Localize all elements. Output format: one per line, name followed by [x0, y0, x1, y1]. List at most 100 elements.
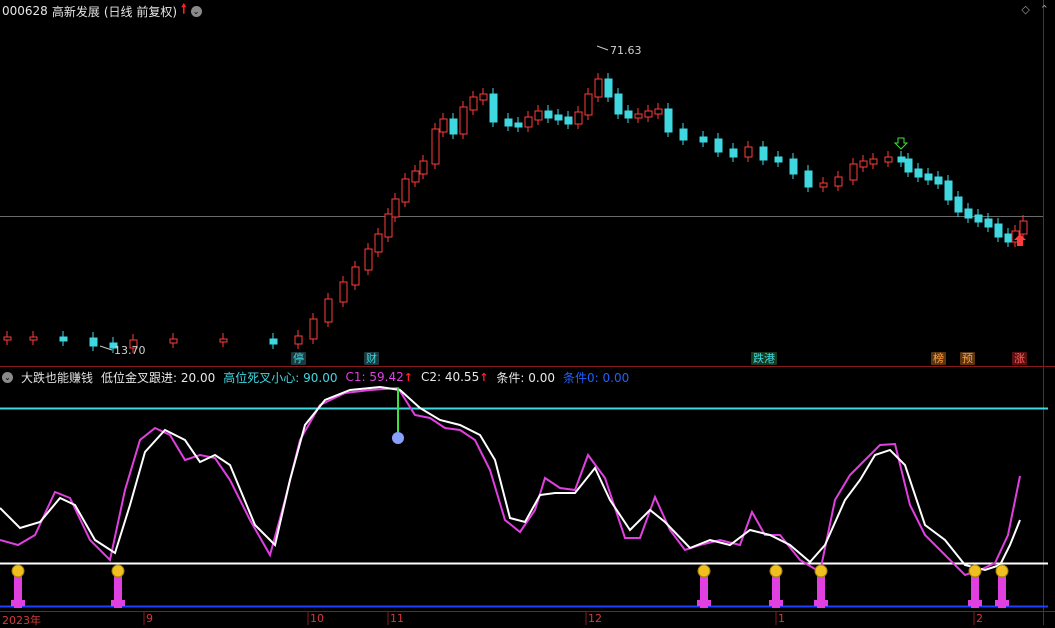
candle-body [759, 146, 768, 161]
period-label[interactable]: (日线 前复权) [103, 4, 178, 19]
indicator-cond0-field: 条件0: 0.00 [563, 369, 629, 386]
buy-signal-bar [817, 576, 825, 608]
candle-body [924, 173, 933, 181]
candle-body [3, 336, 12, 341]
c1-line [0, 386, 1021, 577]
indicator-cond-field: 条件: 0.00 [496, 369, 555, 386]
candle-body [849, 163, 858, 181]
candle-body [351, 266, 360, 286]
high-marker [596, 45, 609, 51]
candle-body [524, 116, 533, 128]
candle-body [29, 336, 38, 341]
buy-signal-base [968, 600, 982, 606]
indicator-header: ⌄ 大跌也能赚钱 低位金叉跟进: 20.00 高位死叉小心: 90.00 C1:… [2, 369, 629, 385]
time-label-1: 1 [778, 612, 785, 625]
low-marker [99, 345, 113, 351]
cond-label: 条件: [496, 370, 525, 385]
chart-title-bar: 000628 高新发展 (日线 前复权) 🠕 ⌄ [2, 2, 202, 19]
high-value: 90.00 [303, 370, 338, 385]
low-label: 低位金叉跟进: [101, 370, 178, 385]
buy-signal-bar [14, 576, 22, 608]
candle-body [1004, 233, 1013, 243]
cond0-label: 条件0: [563, 370, 599, 385]
event-tag-forecast[interactable]: 预 [960, 352, 975, 365]
indicator-panel [0, 385, 1048, 608]
candle-body [439, 118, 448, 133]
chevron-up-icon[interactable]: ⌃ [1039, 3, 1049, 16]
candle-body [934, 176, 943, 185]
event-tag-finance[interactable]: 财 [364, 352, 379, 365]
candle-body [514, 122, 523, 128]
candle-body [604, 78, 613, 98]
candle-body [269, 338, 278, 345]
candle-body [897, 156, 906, 163]
candle-body [624, 110, 633, 119]
indicator-c2-field: C2: 40.55↑ [421, 370, 488, 384]
buy-signal-base [995, 600, 1009, 606]
candle-body [964, 208, 973, 219]
event-tag-halt[interactable]: 停 [291, 352, 306, 365]
candle-body [954, 196, 963, 213]
stock-code: 000628 [2, 4, 48, 18]
smile-face-icon [968, 564, 982, 578]
diamond-icon[interactable]: ◇ [1021, 3, 1030, 16]
time-label-10: 10 [310, 612, 324, 625]
candle-body [644, 110, 653, 118]
chevron-down-icon[interactable]: ⌄ [190, 5, 202, 17]
event-tag-list[interactable]: 榜 [931, 352, 946, 365]
candle-body [219, 338, 228, 343]
buy-signal-bar [772, 576, 780, 608]
stock-name: 高新发展 [51, 4, 100, 19]
candle-body [634, 113, 643, 119]
smile-face-icon [111, 564, 125, 578]
buy-signal-base [814, 600, 828, 606]
candle-body [59, 336, 68, 342]
candle-body [914, 168, 923, 178]
candle-body [384, 213, 393, 238]
candle-body [699, 136, 708, 143]
down-arrow-icon [893, 137, 909, 150]
up-arrow-icon: ↑ [479, 371, 489, 384]
smile-face-icon [697, 564, 711, 578]
candle-body [859, 160, 868, 168]
candle-body [419, 160, 428, 175]
candle-body [391, 198, 400, 218]
time-label-11: 11 [390, 612, 404, 625]
smile-face-icon [995, 564, 1009, 578]
candle-body [309, 318, 318, 340]
candle-body [339, 281, 348, 303]
buy-signal-bar [971, 576, 979, 608]
candle-body [869, 158, 878, 165]
candle-body [744, 146, 753, 158]
candle-body [544, 110, 553, 119]
up-arrow-icon: 🠕 [181, 2, 187, 17]
candle-body [1019, 220, 1028, 235]
candle-body [489, 93, 498, 123]
candle-body [819, 182, 828, 188]
buy-signal-bar [998, 576, 1006, 608]
candle-body [574, 111, 583, 125]
buy-signal-bar [114, 576, 122, 608]
candle-body [109, 342, 118, 349]
event-tag-rise[interactable]: 涨 [1012, 352, 1027, 365]
cond-value: 0.00 [528, 370, 556, 385]
candle-body [664, 108, 673, 133]
candle-body [401, 178, 410, 203]
candle-body [169, 338, 178, 344]
sad-face-icon [392, 432, 404, 444]
candle-body [804, 170, 813, 188]
chevron-down-icon[interactable]: ⌄ [2, 371, 13, 383]
low-price-label: 13.70 [114, 344, 146, 357]
window-controls: ◇ ⌃ [1021, 3, 1049, 16]
smile-face-icon [814, 564, 828, 578]
indicator-name[interactable]: 大跌也能赚钱 [21, 370, 94, 385]
candle-body [714, 138, 723, 153]
candle-body [374, 233, 383, 253]
candle-body [984, 218, 993, 228]
event-tag-drop[interactable]: 跌港 [751, 352, 777, 365]
c2-value: 40.55 [444, 370, 480, 384]
candle-body [504, 118, 513, 127]
candle-body [679, 128, 688, 141]
time-label-9: 9 [146, 612, 153, 625]
